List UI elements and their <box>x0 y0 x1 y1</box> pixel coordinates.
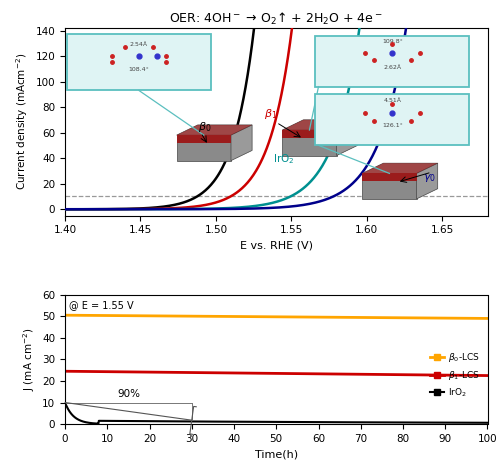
Text: 2.62Å: 2.62Å <box>384 65 402 70</box>
Polygon shape <box>282 120 358 130</box>
Text: 109.8°: 109.8° <box>382 39 403 44</box>
FancyBboxPatch shape <box>316 35 470 87</box>
Polygon shape <box>362 173 416 181</box>
Text: 2.54Å: 2.54Å <box>130 42 148 47</box>
X-axis label: E vs. RHE (V): E vs. RHE (V) <box>240 241 313 251</box>
Text: 4.51Å: 4.51Å <box>384 98 402 103</box>
Polygon shape <box>416 163 438 199</box>
Polygon shape <box>176 125 252 135</box>
Polygon shape <box>282 130 337 156</box>
Polygon shape <box>362 163 438 173</box>
Text: @ E = 1.55 V: @ E = 1.55 V <box>69 300 134 310</box>
Text: 126.1°: 126.1° <box>382 123 403 129</box>
Text: IrO$_2$: IrO$_2$ <box>273 152 294 166</box>
Legend: $\beta_0$-LCS, $\beta_1$-LCS, IrO$_2$: $\beta_0$-LCS, $\beta_1$-LCS, IrO$_2$ <box>427 348 483 402</box>
Text: $\beta_0$: $\beta_0$ <box>198 120 211 134</box>
FancyBboxPatch shape <box>316 94 470 145</box>
Text: 90%: 90% <box>117 389 140 399</box>
Polygon shape <box>176 125 252 135</box>
Polygon shape <box>176 135 231 143</box>
Polygon shape <box>282 130 337 137</box>
Polygon shape <box>336 120 357 156</box>
Text: $\gamma_0$: $\gamma_0$ <box>422 172 436 184</box>
Text: 108.4°: 108.4° <box>128 67 150 72</box>
FancyBboxPatch shape <box>66 34 212 90</box>
Y-axis label: Current density (mAcm$^{-2}$): Current density (mAcm$^{-2}$) <box>14 53 30 191</box>
Polygon shape <box>231 125 252 161</box>
Polygon shape <box>362 163 438 173</box>
Polygon shape <box>282 120 358 130</box>
Y-axis label: J (mA cm$^{-2}$): J (mA cm$^{-2}$) <box>21 328 36 391</box>
Polygon shape <box>362 173 416 199</box>
X-axis label: Time(h): Time(h) <box>254 449 298 459</box>
Text: $\beta_1$: $\beta_1$ <box>264 107 278 121</box>
Title: OER: 4OH$^-$ → O$_2$↑ + 2H$_2$O + 4e$^-$: OER: 4OH$^-$ → O$_2$↑ + 2H$_2$O + 4e$^-$ <box>170 10 383 27</box>
Polygon shape <box>176 135 231 161</box>
